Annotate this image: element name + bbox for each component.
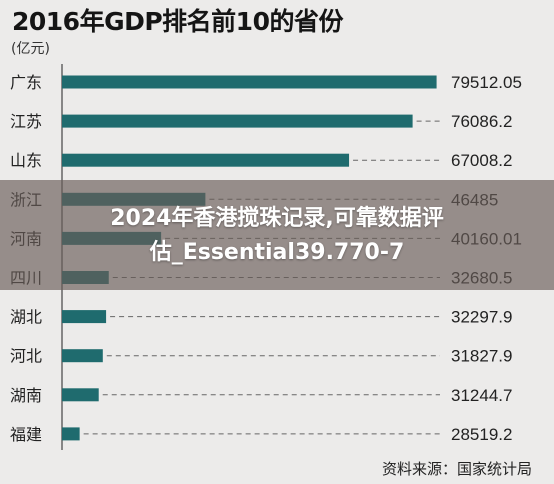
bar	[62, 114, 413, 128]
data-label: 67008.2	[451, 151, 512, 170]
chart-unit-label: (亿元)	[11, 41, 50, 57]
bar	[62, 153, 350, 167]
watermark-banner	[0, 180, 554, 290]
bar	[62, 388, 99, 402]
chart-title: 2016年GDP排名前10的省份	[12, 7, 343, 36]
data-label: 79512.05	[451, 73, 522, 92]
bar	[62, 427, 80, 441]
category-label: 山东	[10, 151, 42, 170]
watermark-line-2: 估_Essential39.770-7	[149, 240, 405, 265]
category-label: 河北	[10, 347, 42, 366]
data-label: 32297.9	[451, 308, 512, 327]
bar	[62, 349, 103, 363]
source-note: 资料来源：国家统计局	[381, 460, 532, 478]
data-label: 31827.9	[451, 347, 512, 366]
category-label: 广东	[10, 73, 42, 92]
watermark-line-1: 2024年香港搅珠记录,可靠数据评	[110, 206, 444, 231]
bar	[62, 75, 437, 89]
data-label: 76086.2	[451, 112, 512, 131]
category-label: 湖南	[10, 386, 42, 405]
category-label: 福建	[10, 425, 42, 444]
watermark-text: 2024年香港搅珠记录,可靠数据评 估_Essential39.770-7	[0, 202, 554, 270]
bar	[62, 310, 107, 324]
data-label: 28519.2	[451, 425, 512, 444]
data-label: 31244.7	[451, 386, 512, 405]
category-label: 江苏	[10, 112, 42, 131]
category-label: 湖北	[10, 308, 42, 327]
